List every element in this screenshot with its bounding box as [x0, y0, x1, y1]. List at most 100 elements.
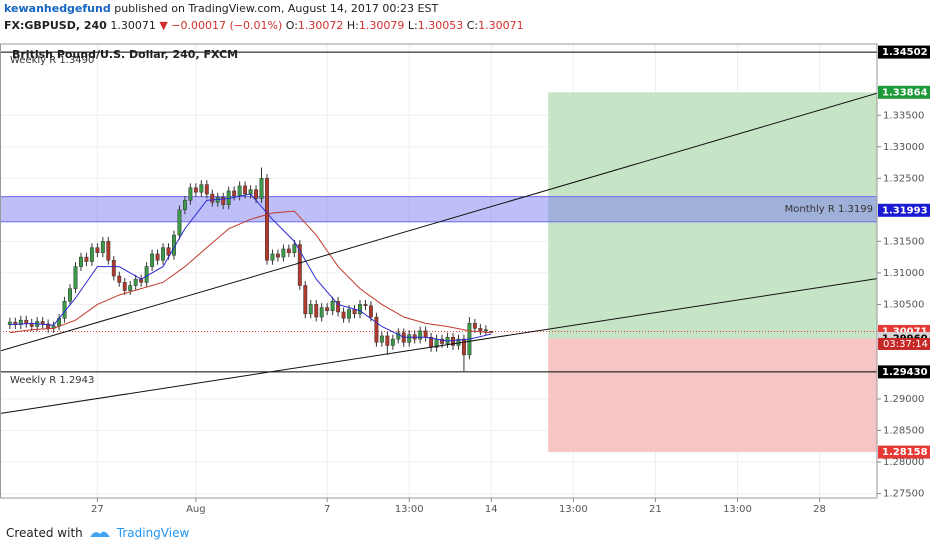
- plot-area: [0, 44, 877, 498]
- chart-title: British Pound/U.S. Dollar, 240, FXCM: [12, 48, 238, 61]
- zone-label: Monthly R 1.3199: [785, 204, 873, 215]
- candle-body: [144, 266, 149, 283]
- y-tick-label: 1.27500: [883, 489, 924, 500]
- ohlc-l: L:: [407, 19, 418, 32]
- candle-body: [314, 304, 319, 318]
- countdown-box: [878, 337, 930, 350]
- candle-body: [297, 244, 302, 286]
- candle-body: [128, 285, 133, 291]
- price-label: 1.28158: [882, 447, 928, 458]
- candle-body: [472, 323, 477, 329]
- candle-body: [478, 328, 483, 332]
- countdown: 03:37:14: [883, 339, 928, 350]
- candle-body: [286, 248, 291, 253]
- candle-body: [270, 253, 275, 261]
- price-label-box: [878, 365, 930, 379]
- candle-body: [325, 307, 330, 311]
- plot-frame: [0, 43, 878, 499]
- candle-body: [73, 266, 78, 289]
- price-label-box: [878, 445, 930, 459]
- price-label-box: [878, 45, 930, 59]
- candle-body: [150, 253, 155, 267]
- candle-body: [347, 309, 351, 319]
- candle-body: [451, 336, 455, 346]
- candle-body: [122, 282, 127, 291]
- candle-body: [18, 319, 23, 325]
- y-tick-label: 1.31000: [883, 268, 924, 279]
- x-tick-label: 13:00: [723, 504, 752, 515]
- candle-body: [303, 285, 308, 315]
- brand: TradingView: [116, 526, 190, 540]
- level-label: Weekly R 1.2943: [10, 375, 94, 386]
- moving-average: [9, 193, 492, 342]
- candle-body: [106, 241, 111, 261]
- candle-body: [210, 193, 215, 203]
- published: published on TradingView.com, August 14,…: [114, 2, 439, 15]
- candle-body: [319, 307, 324, 318]
- created-with: Created with: [6, 526, 83, 540]
- footer: Created with TradingView: [6, 526, 189, 540]
- x-tick-label: 13:00: [559, 504, 588, 515]
- ohlc-o-value: 1.30072: [297, 19, 344, 32]
- candle-body: [418, 330, 423, 340]
- x-tick-label: 28: [813, 504, 826, 515]
- symbol: FX:GBPUSD, 240: [4, 19, 107, 32]
- y-tick-label: 1.32500: [883, 173, 924, 184]
- header-line: kewanhedgefund published on TradingView.…: [4, 2, 438, 15]
- x-tick-label: Aug: [186, 504, 206, 515]
- candle-body: [336, 301, 341, 313]
- candle-body: [204, 184, 209, 195]
- header-line: FX:GBPUSD, 240 1.30071 ▼ −0.00017 (−0.01…: [4, 19, 524, 32]
- candle-body: [352, 309, 357, 315]
- x-tick-label: 27: [91, 504, 104, 515]
- candle-body: [68, 288, 72, 302]
- price-label-box: [878, 85, 930, 99]
- candle-body: [188, 187, 193, 201]
- chart: 1.27500 1.28000 1.28500 1.29000 1.30500 1.310…: [0, 43, 930, 515]
- ohlc-h-value: 1.30079: [358, 19, 405, 32]
- candle-body: [133, 278, 138, 286]
- candle-body: [199, 184, 204, 193]
- candle-body: [177, 209, 182, 236]
- candle-body: [100, 241, 105, 253]
- candle-body: [379, 335, 384, 343]
- candle-body: [232, 190, 237, 197]
- candle-body: [24, 319, 29, 324]
- candle-body: [396, 332, 401, 340]
- candle-body: [166, 247, 171, 256]
- x-tick-label: 14: [485, 504, 498, 515]
- y-tick-label: 1.28500: [883, 426, 924, 437]
- y-tick-label: 1.31500: [883, 236, 924, 247]
- ohlc-c: C:: [466, 19, 479, 32]
- change: ▼ −0.00017 (−0.01%): [159, 19, 283, 32]
- candle-body: [275, 253, 280, 258]
- candle-body: [330, 301, 335, 311]
- y-tick-label: 1.30500: [883, 299, 924, 310]
- candle-body: [117, 275, 122, 283]
- candle-body: [265, 178, 269, 261]
- candle-body: [363, 304, 368, 306]
- candle-body: [155, 253, 160, 261]
- candle-body: [308, 304, 313, 315]
- moving-average: [9, 210, 492, 334]
- candle-body: [79, 256, 83, 267]
- price: 1.30071: [110, 19, 156, 32]
- x-tick-label: 7: [324, 504, 330, 515]
- candle-body: [423, 330, 428, 338]
- y-tick-label: 1.28000: [883, 457, 924, 468]
- candle-body: [111, 260, 116, 277]
- trend-line: [0, 92, 877, 352]
- level-label: Weekly R 1.3490: [10, 55, 94, 66]
- candle-body: [385, 335, 390, 346]
- candle-body: [254, 189, 258, 199]
- ohlc-l-value: 1.30053: [417, 19, 464, 32]
- candle-body: [193, 187, 198, 193]
- candle-body: [161, 247, 165, 261]
- price-label: 1.33864: [882, 87, 928, 98]
- ohlc-h: H:: [346, 19, 359, 32]
- ohlc-o: O:: [285, 19, 298, 32]
- candle-body: [84, 256, 89, 262]
- y-tick-label: 1.33500: [883, 110, 924, 121]
- candle-body: [358, 304, 362, 315]
